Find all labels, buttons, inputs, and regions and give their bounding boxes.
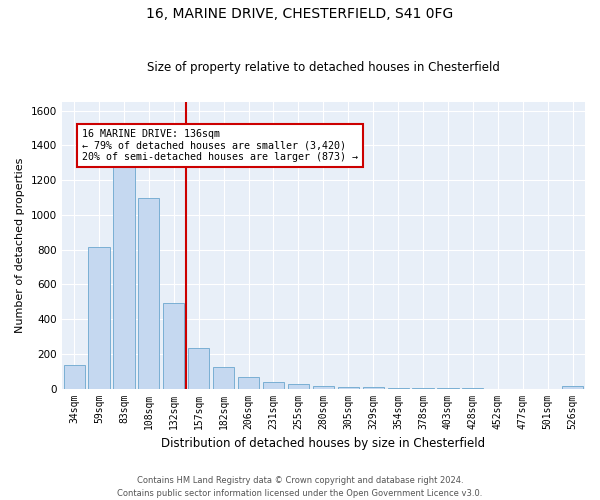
Bar — [263, 382, 284, 388]
Y-axis label: Number of detached properties: Number of detached properties — [15, 158, 25, 333]
Bar — [213, 367, 234, 388]
Bar — [313, 386, 334, 388]
Bar — [362, 387, 384, 388]
Title: Size of property relative to detached houses in Chesterfield: Size of property relative to detached ho… — [147, 62, 500, 74]
Bar — [64, 365, 85, 388]
Text: 16 MARINE DRIVE: 136sqm
← 79% of detached houses are smaller (3,420)
20% of semi: 16 MARINE DRIVE: 136sqm ← 79% of detache… — [82, 129, 358, 162]
X-axis label: Distribution of detached houses by size in Chesterfield: Distribution of detached houses by size … — [161, 437, 485, 450]
Bar — [338, 387, 359, 388]
Text: 16, MARINE DRIVE, CHESTERFIELD, S41 0FG: 16, MARINE DRIVE, CHESTERFIELD, S41 0FG — [146, 8, 454, 22]
Bar — [562, 386, 583, 388]
Bar — [188, 348, 209, 389]
Bar — [163, 302, 184, 388]
Text: Contains HM Land Registry data © Crown copyright and database right 2024.
Contai: Contains HM Land Registry data © Crown c… — [118, 476, 482, 498]
Bar — [138, 198, 160, 388]
Bar — [113, 166, 134, 388]
Bar — [88, 247, 110, 388]
Bar — [288, 384, 309, 388]
Bar — [238, 378, 259, 388]
